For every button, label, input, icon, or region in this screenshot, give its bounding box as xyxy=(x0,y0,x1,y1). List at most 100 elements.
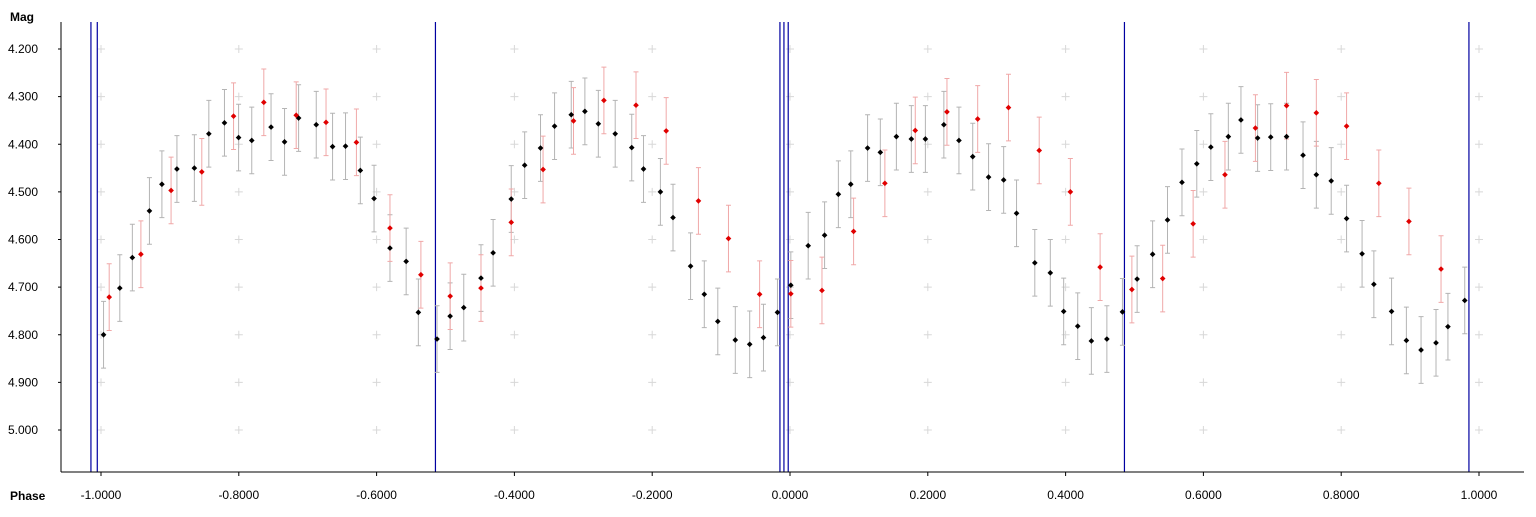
grid-plus-marker xyxy=(1061,92,1070,101)
data-point xyxy=(760,334,767,341)
data-point xyxy=(403,258,409,265)
x-tick-label: 0.2000 xyxy=(909,488,946,502)
data-point xyxy=(1159,275,1166,282)
data-point xyxy=(725,235,732,242)
grid-plus-marker xyxy=(1475,235,1483,244)
grid-plus-marker xyxy=(1199,378,1208,387)
data-point xyxy=(774,309,781,316)
data-point xyxy=(460,304,467,311)
grid-plus-marker xyxy=(648,140,657,149)
data-point xyxy=(657,189,664,195)
data-point xyxy=(1388,308,1395,315)
data-point xyxy=(1238,117,1244,123)
grid-plus-marker xyxy=(1061,378,1070,387)
error-bars xyxy=(101,66,1468,384)
data-point xyxy=(478,275,484,281)
grid-plus-marker xyxy=(510,235,519,244)
grid-plus-marker xyxy=(234,283,243,292)
data-point xyxy=(371,195,377,202)
grid-plus-marker xyxy=(1061,235,1070,244)
data-point xyxy=(732,337,739,343)
data-point xyxy=(787,282,794,289)
data-point xyxy=(974,116,981,122)
data-point xyxy=(293,112,300,119)
data-point xyxy=(1031,260,1038,266)
data-point xyxy=(1036,147,1043,154)
data-point xyxy=(221,119,228,126)
data-point xyxy=(922,136,929,142)
grid-plus-marker xyxy=(786,330,794,339)
data-point xyxy=(1208,144,1214,150)
data-point xyxy=(1283,133,1290,140)
grid-plus-marker xyxy=(923,92,932,101)
y-tick-label: 4.700 xyxy=(8,280,38,294)
data-point xyxy=(198,169,205,175)
data-point xyxy=(329,143,336,150)
grid-plus-marker xyxy=(372,330,381,339)
grid-plus-marker xyxy=(648,283,657,292)
y-tick-label: 4.900 xyxy=(8,375,38,389)
grid-plus-marker xyxy=(97,92,105,101)
grid-plus-marker xyxy=(234,45,243,53)
grid-plus-marker xyxy=(923,426,932,434)
data-point xyxy=(248,137,255,144)
data-point xyxy=(847,181,854,188)
data-point xyxy=(1088,338,1095,344)
x-tick-label: 0.0000 xyxy=(772,488,809,502)
grid-plus-marker xyxy=(648,330,657,339)
data-point xyxy=(357,167,364,174)
data-point xyxy=(235,134,242,141)
data-point xyxy=(582,108,588,115)
grid-plus-marker xyxy=(97,283,105,292)
data-point xyxy=(1129,286,1135,293)
data-point xyxy=(628,144,635,151)
grid-plus-marker xyxy=(1199,187,1208,196)
data-point xyxy=(746,341,753,348)
x-tick-label: 0.4000 xyxy=(1047,488,1084,502)
data-point xyxy=(670,214,676,221)
grid-plus-marker xyxy=(1061,140,1070,149)
data-point xyxy=(985,174,992,180)
data-point xyxy=(1193,160,1200,167)
data-point xyxy=(230,113,237,119)
data-point xyxy=(415,309,422,316)
grid-plus-marker xyxy=(372,283,381,292)
data-point xyxy=(116,285,123,291)
grid-plus-marker xyxy=(923,330,932,339)
data-point xyxy=(478,285,484,291)
grid-plus-marker xyxy=(1337,140,1346,149)
data-point xyxy=(1104,336,1110,342)
grid-plus-marker xyxy=(1337,426,1346,434)
data-point xyxy=(819,287,825,294)
grid-plus-marker xyxy=(1475,92,1483,101)
data-point xyxy=(508,196,515,202)
data-point xyxy=(663,128,670,134)
x-tick-labels: -1.0000 -0.8000 -0.6000 -0.4000 -0.2000 0.000… xyxy=(81,472,1498,502)
x-tick-label: 0.8000 xyxy=(1323,488,1360,502)
grid-plus-marker xyxy=(1199,426,1208,434)
data-point xyxy=(1445,323,1451,330)
grid-plus-marker xyxy=(97,45,105,53)
grid-plus-marker xyxy=(1199,140,1208,149)
grid-plus-marker xyxy=(1061,45,1070,53)
data-point xyxy=(944,109,950,115)
data-point xyxy=(1179,179,1185,186)
grid-plus-marker xyxy=(1337,330,1346,339)
grid-plus-marker xyxy=(372,426,381,434)
data-point xyxy=(701,291,708,298)
data-point xyxy=(640,166,647,172)
grid-markers xyxy=(97,45,1483,434)
grid-plus-marker xyxy=(372,140,381,149)
grid-plus-marker xyxy=(1199,283,1208,292)
data-point xyxy=(1313,171,1320,178)
grid-plus-marker xyxy=(234,187,243,196)
data-point xyxy=(1403,337,1410,344)
data-point xyxy=(1190,220,1196,227)
grid-plus-marker xyxy=(97,140,105,149)
grid-plus-marker xyxy=(1475,283,1483,292)
data-point xyxy=(1300,152,1306,159)
grid-plus-marker xyxy=(786,92,794,101)
data-point xyxy=(1438,266,1444,272)
data-point xyxy=(1283,102,1290,109)
data-point xyxy=(835,191,842,198)
